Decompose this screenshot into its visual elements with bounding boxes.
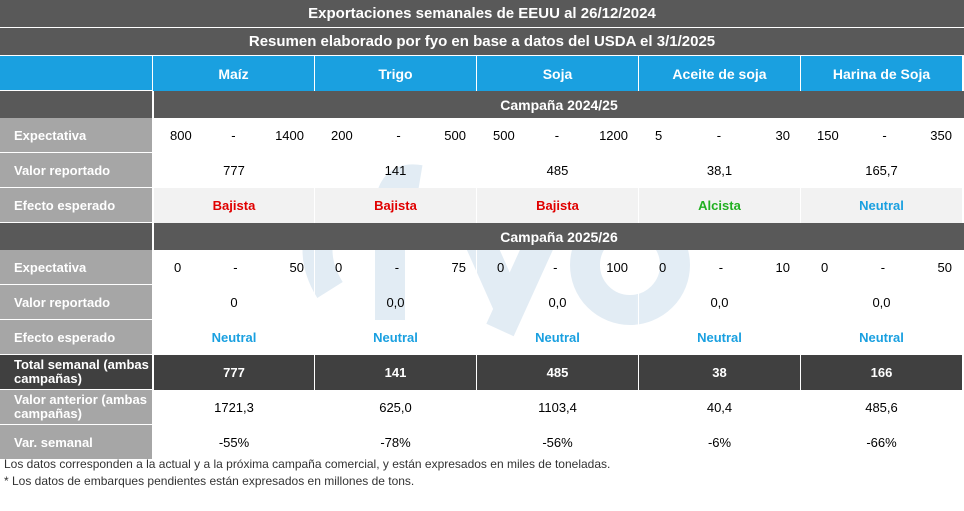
effect-cell: Neutral [476, 320, 638, 355]
footnote-units: Los datos corresponden a la actual y a l… [4, 457, 611, 471]
column-header-maiz: Maíz [152, 56, 314, 91]
row-label: Valor reportado [0, 285, 152, 320]
range-cell: 200-500 [314, 118, 476, 153]
header-row: Maíz Trigo Soja Aceite de soja Harina de… [0, 56, 964, 91]
value-cell: 38,1 [638, 153, 800, 188]
table-title: Exportaciones semanales de EEUU al 26/12… [0, 0, 964, 28]
value-cell: 165,7 [800, 153, 962, 188]
effect-cell: Neutral [800, 188, 962, 223]
row-label: Var. semanal [0, 425, 152, 460]
column-header-aceite: Aceite de soja [638, 56, 800, 91]
exports-table: Exportaciones semanales de EEUU al 26/12… [0, 0, 964, 460]
campaign-header-2024: Campaña 2024/25 [0, 91, 964, 118]
value-cell: 485 [476, 153, 638, 188]
effect-cell: Bajista [476, 188, 638, 223]
expect-row-1: Expectativa 800-1400 200-500 500-1200 5-… [0, 118, 964, 153]
value-cell: -55% [152, 425, 314, 460]
effect-cell: Bajista [314, 188, 476, 223]
total-row: Total semanal (ambas campañas) 777 141 4… [0, 355, 964, 390]
range-cell: 800-1400 [152, 118, 314, 153]
value-cell: 0,0 [638, 285, 800, 320]
total-cell: 38 [638, 355, 800, 390]
column-header-harina: Harina de Soja [800, 56, 962, 91]
range-cell: 0-75 [314, 250, 476, 285]
effect-row-1: Efecto esperado Bajista Bajista Bajista … [0, 188, 964, 223]
range-cell: 0-50 [152, 250, 314, 285]
value-cell: 0,0 [800, 285, 962, 320]
value-cell: 0,0 [476, 285, 638, 320]
value-cell: 141 [314, 153, 476, 188]
value-cell: 0,0 [314, 285, 476, 320]
footnote-pending: * Los datos de embarques pendientes está… [4, 474, 415, 488]
effect-cell: Neutral [314, 320, 476, 355]
campaign-title: Campaña 2025/26 [152, 223, 964, 250]
row-label: Valor reportado [0, 153, 152, 188]
effect-cell: Neutral [152, 320, 314, 355]
effect-row-2: Efecto esperado Neutral Neutral Neutral … [0, 320, 964, 355]
effect-cell: Neutral [800, 320, 962, 355]
row-label: Total semanal (ambas campañas) [0, 355, 152, 390]
value-cell: 40,4 [638, 390, 800, 425]
value-cell: 485,6 [800, 390, 962, 425]
value-cell: 777 [152, 153, 314, 188]
effect-cell: Bajista [152, 188, 314, 223]
reported-row-2: Valor reportado 0 0,0 0,0 0,0 0,0 [0, 285, 964, 320]
column-header-soja: Soja [476, 56, 638, 91]
effect-cell: Neutral [638, 320, 800, 355]
value-cell: -6% [638, 425, 800, 460]
row-label: Expectativa [0, 250, 152, 285]
row-label: Efecto esperado [0, 188, 152, 223]
value-cell: -66% [800, 425, 962, 460]
range-cell: 150-350 [800, 118, 962, 153]
effect-cell: Alcista [638, 188, 800, 223]
row-label: Valor anterior (ambas campañas) [0, 390, 152, 425]
footnotes: Los datos corresponden a la actual y a l… [4, 456, 624, 490]
previous-row: Valor anterior (ambas campañas) 1721,3 6… [0, 390, 964, 425]
range-cell: 0-50 [800, 250, 962, 285]
row-label: Efecto esperado [0, 320, 152, 355]
value-cell: 0 [152, 285, 314, 320]
table-subtitle: Resumen elaborado por fyo en base a dato… [0, 28, 964, 56]
range-cell: 0-10 [638, 250, 800, 285]
total-cell: 141 [314, 355, 476, 390]
value-cell: -78% [314, 425, 476, 460]
campaign-header-2025: Campaña 2025/26 [0, 223, 964, 250]
value-cell: 1721,3 [152, 390, 314, 425]
value-cell: -56% [476, 425, 638, 460]
range-cell: 5-30 [638, 118, 800, 153]
expect-row-2: Expectativa 0-50 0-75 0-100 0-10 0-50 [0, 250, 964, 285]
total-cell: 777 [152, 355, 314, 390]
campaign-title: Campaña 2024/25 [152, 91, 964, 118]
value-cell: 625,0 [314, 390, 476, 425]
range-cell: 0-100 [476, 250, 638, 285]
row-label: Expectativa [0, 118, 152, 153]
total-cell: 485 [476, 355, 638, 390]
total-cell: 166 [800, 355, 962, 390]
reported-row-1: Valor reportado 777 141 485 38,1 165,7 [0, 153, 964, 188]
header-empty [0, 56, 152, 91]
column-header-trigo: Trigo [314, 56, 476, 91]
value-cell: 1103,4 [476, 390, 638, 425]
range-cell: 500-1200 [476, 118, 638, 153]
var-row: Var. semanal -55% -78% -56% -6% -66% [0, 425, 964, 460]
